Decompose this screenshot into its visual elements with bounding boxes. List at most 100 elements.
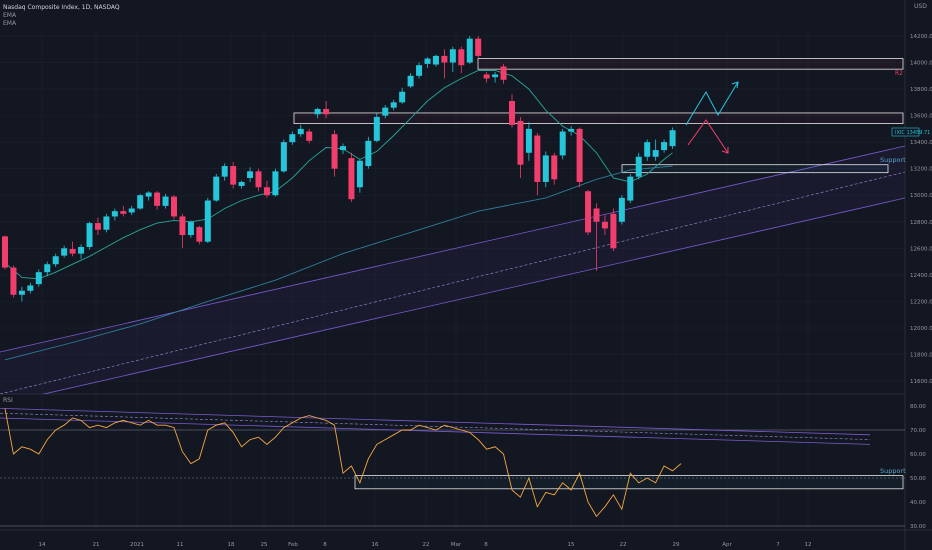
- candle: [289, 131, 296, 145]
- candle-body: [204, 200, 211, 242]
- price-tick-label: 13200.00: [910, 167, 932, 173]
- candle-body: [230, 166, 237, 185]
- rsi-tick-label: 50.00: [910, 476, 926, 482]
- candle-body: [314, 108, 321, 115]
- candle: [128, 205, 135, 216]
- candle: [221, 163, 228, 181]
- time-tick-label: 15: [568, 542, 575, 548]
- candle: [69, 241, 76, 257]
- candle: [196, 225, 203, 245]
- candle: [432, 54, 439, 67]
- currency-label: USD: [914, 3, 927, 10]
- candles: [2, 36, 676, 302]
- candle-body: [416, 65, 423, 76]
- rsi-tick-label: 70.00: [910, 428, 926, 434]
- candle-body: [171, 196, 177, 217]
- candle-body: [238, 181, 245, 186]
- candle: [162, 193, 169, 209]
- rsi-pane: [0, 408, 905, 527]
- candle-body: [399, 91, 406, 103]
- candle: [263, 180, 270, 198]
- candle-body: [593, 208, 600, 222]
- time-tick-label: 8: [323, 542, 327, 548]
- ema-label-1[interactable]: EMA: [3, 12, 17, 19]
- candle: [348, 152, 355, 202]
- time-tick-label: 22: [423, 542, 430, 548]
- zone-r2: [477, 58, 904, 70]
- price-tick-label: 14000.00: [910, 61, 932, 67]
- candle-body: [27, 285, 34, 291]
- candle-body: [213, 176, 220, 201]
- candle-body: [154, 192, 161, 206]
- candle: [297, 124, 304, 137]
- last-price-tag: [891, 127, 920, 137]
- candle-body: [449, 49, 456, 63]
- candle: [525, 122, 532, 161]
- candle: [500, 63, 507, 84]
- rsi-label[interactable]: RSI: [3, 397, 13, 404]
- candle: [534, 132, 541, 196]
- axes: 14200.00 14000.00 13800.00 13600.00 13400.00…: [39, 34, 932, 548]
- time-tick-label: 16: [372, 542, 379, 548]
- price-tick-label: 13600.00: [910, 114, 932, 120]
- candle: [27, 282, 34, 294]
- channel-fill: [0, 146, 905, 394]
- candle-body: [179, 216, 186, 236]
- candle: [652, 139, 659, 161]
- candle-body: [255, 171, 262, 188]
- candle: [356, 159, 363, 193]
- candle: [466, 36, 473, 64]
- candle-body: [86, 223, 93, 247]
- candle-body: [348, 158, 355, 200]
- rsi-tick-label: 60.00: [910, 452, 926, 458]
- time-tick-label: 11: [177, 542, 184, 548]
- candle-body: [145, 192, 152, 197]
- time-tick-label: 8: [484, 542, 488, 548]
- candle: [179, 213, 186, 249]
- candle: [204, 197, 211, 243]
- candle: [517, 116, 524, 178]
- candle-body: [365, 140, 372, 167]
- price-tick-label: 13000.00: [910, 193, 932, 199]
- candle: [635, 152, 642, 180]
- candle: [669, 127, 676, 149]
- candle: [568, 126, 575, 136]
- candle-body: [18, 290, 25, 295]
- candle-body: [289, 134, 296, 143]
- candle: [458, 46, 465, 74]
- candle-body: [458, 49, 465, 66]
- price-tick-label: 12200.00: [910, 299, 932, 305]
- candle: [154, 191, 161, 210]
- candle-body: [137, 195, 144, 209]
- candle: [542, 151, 549, 188]
- time-tick-label: 12: [805, 542, 812, 548]
- candle-body: [407, 75, 414, 87]
- candle: [35, 269, 42, 287]
- candle-body: [44, 264, 51, 273]
- candle: [441, 49, 448, 79]
- candle: [44, 261, 51, 277]
- candle: [661, 139, 668, 153]
- time-tick-label: 2021: [130, 542, 144, 548]
- candle: [323, 101, 330, 119]
- price-tick-label: 13800.00: [910, 87, 932, 93]
- price-tick-label: 12000.00: [910, 326, 932, 332]
- candle: [137, 193, 144, 210]
- candle-body: [331, 134, 338, 169]
- time-tick-label: 25: [261, 542, 268, 548]
- candle: [382, 105, 389, 119]
- candle-body: [542, 155, 549, 182]
- candle-body: [263, 187, 270, 196]
- channel-lower-line: [42, 197, 905, 394]
- candle-body: [52, 256, 59, 265]
- candle: [171, 195, 177, 220]
- chart-title: Nasdaq Composite Index, 1D, NASDAQ: [3, 4, 120, 11]
- candle: [331, 130, 338, 177]
- ema-label-2[interactable]: EMA: [3, 20, 17, 27]
- time-tick-label: 7: [776, 542, 780, 548]
- last-price-tag-text: IXIC 13459.71: [895, 130, 930, 136]
- candle: [2, 235, 8, 270]
- candle-body: [128, 208, 135, 213]
- candle-body: [483, 74, 490, 79]
